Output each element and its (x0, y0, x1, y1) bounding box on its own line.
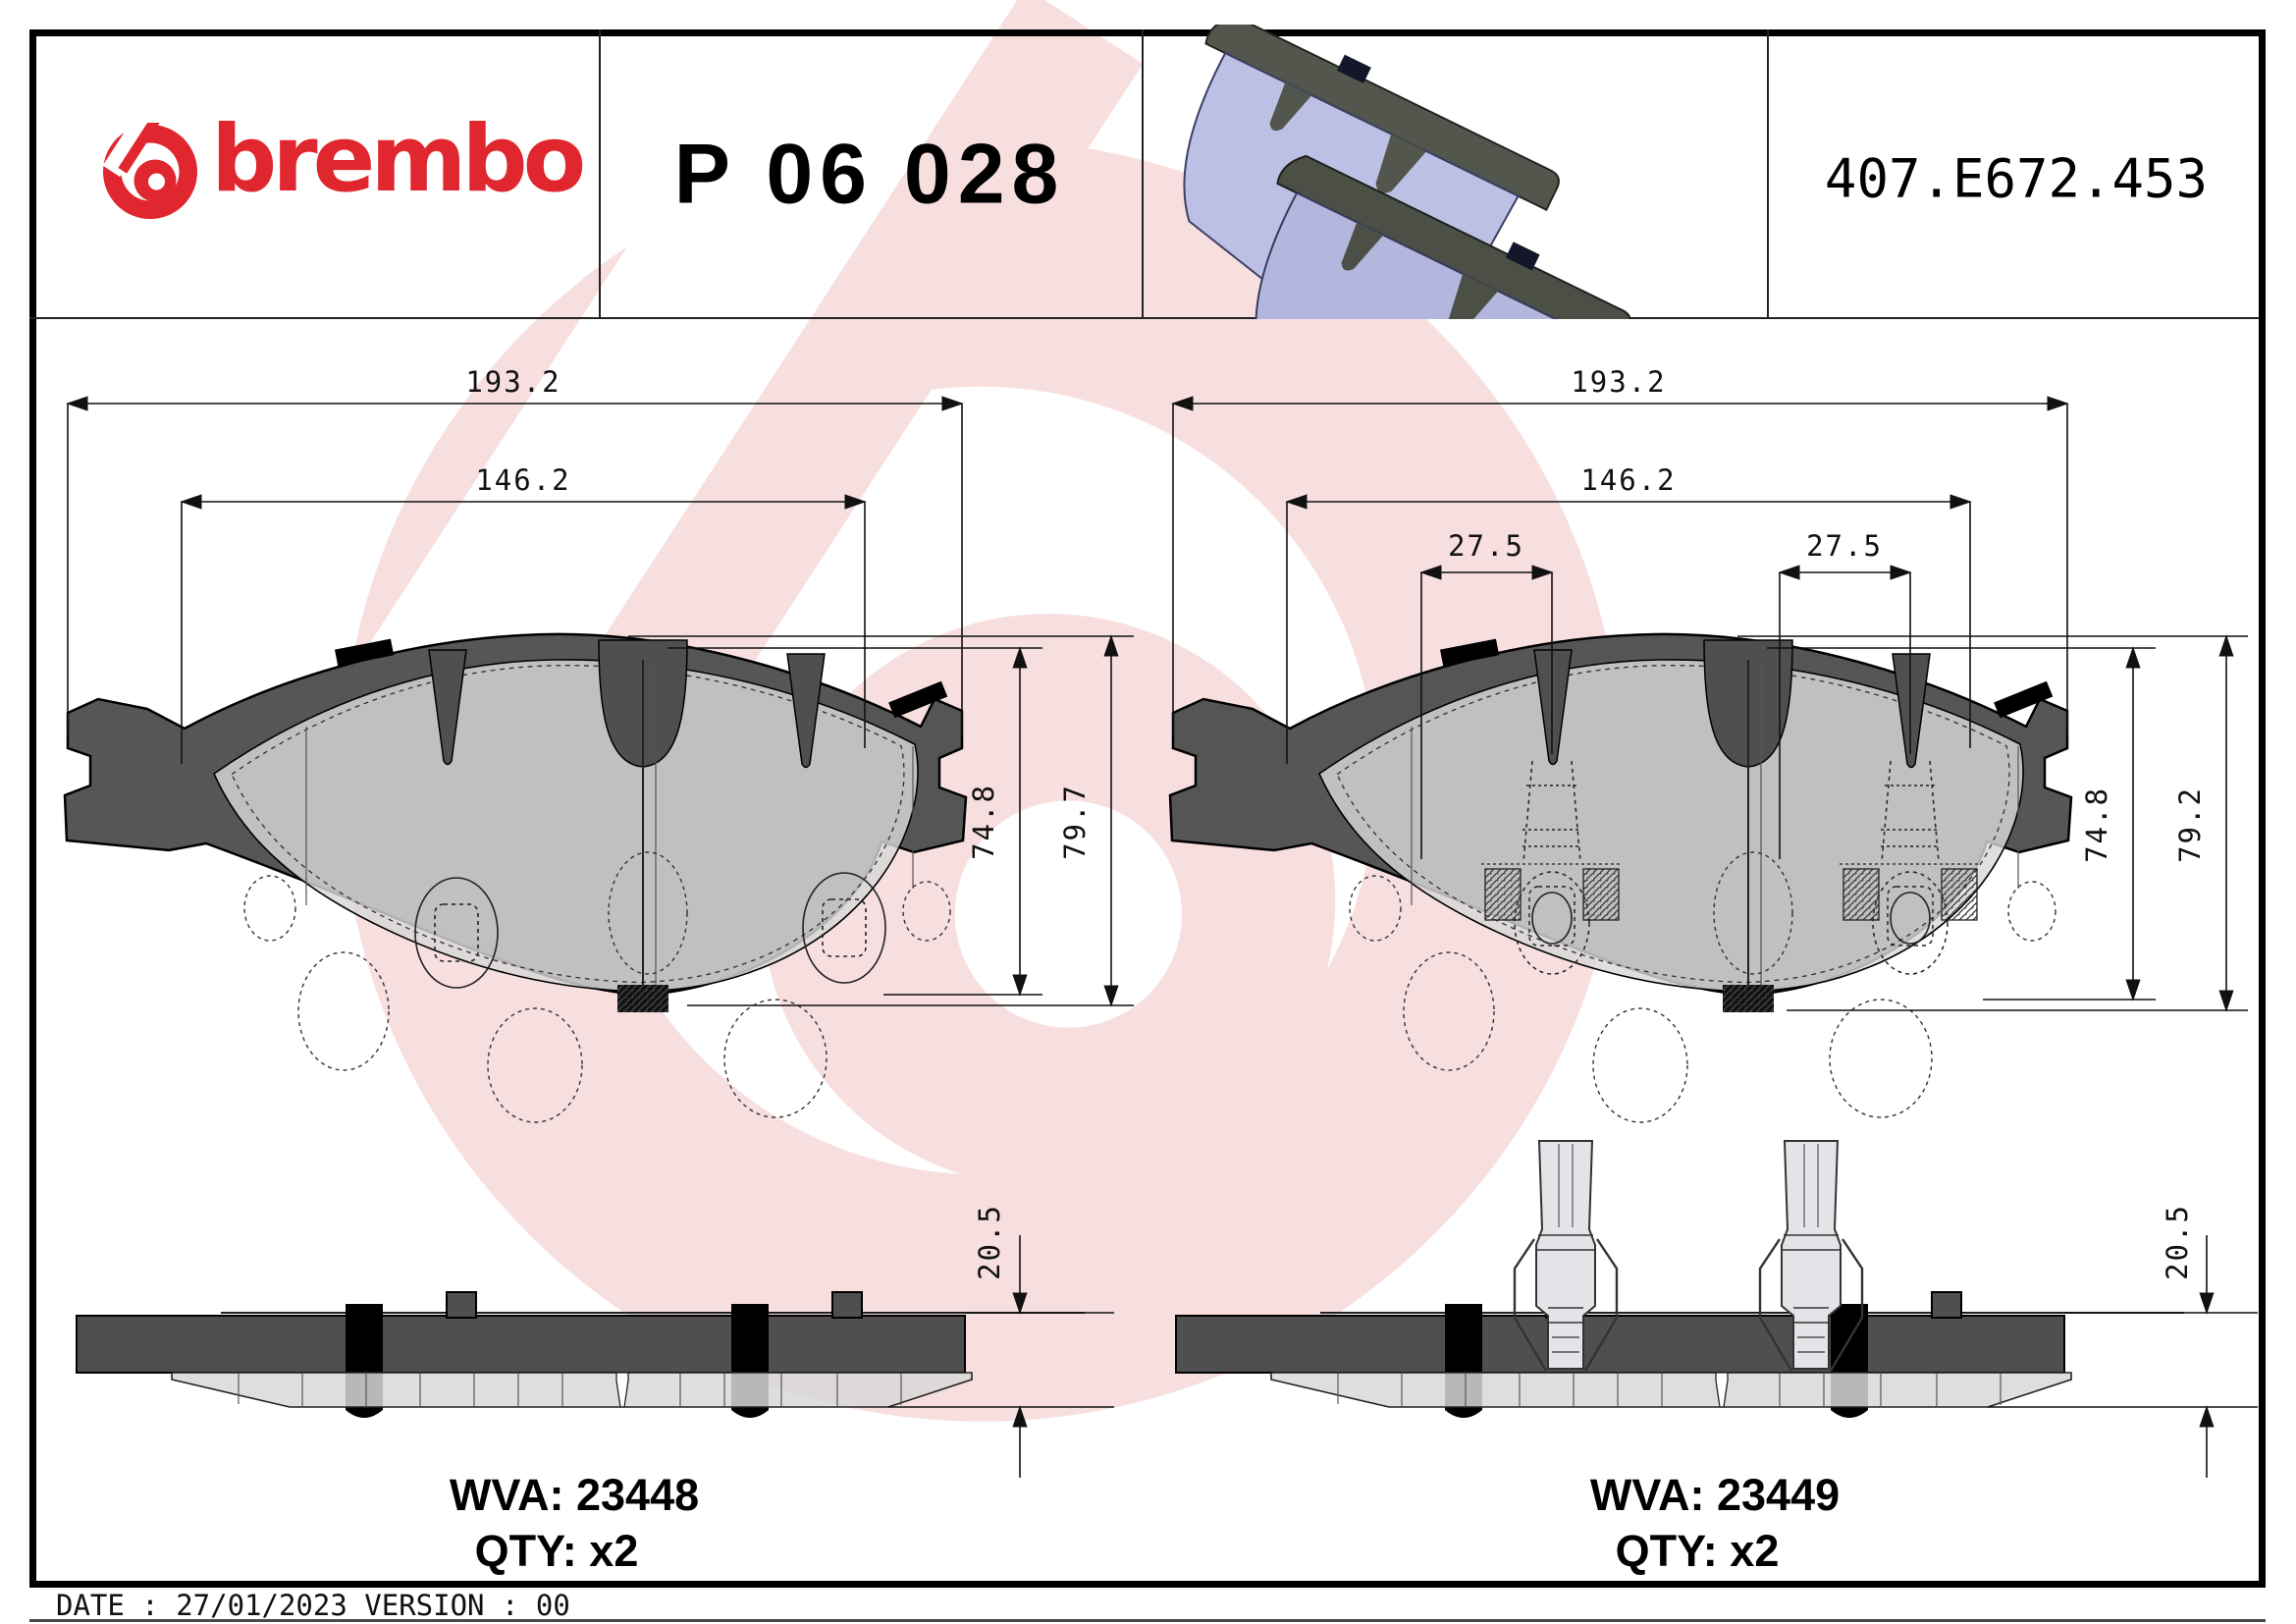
right-wva: WVA: 23449 (1590, 1470, 1840, 1521)
left-wva-label: WVA: (449, 1470, 564, 1520)
dim-left-thickness: 20.5 (973, 1204, 1006, 1280)
left-qty-value: x2 (589, 1526, 639, 1576)
right-qty-label: QTY: (1615, 1526, 1718, 1576)
footer-rule (29, 1619, 2266, 1622)
left-qty-label: QTY: (474, 1526, 577, 1576)
dim-left-height-pad: 74.8 (967, 784, 1000, 860)
dim-right-thickness: 20.5 (2161, 1204, 2194, 1280)
part-number: P 06 028 (673, 127, 1066, 222)
dim-right-width-inner: 146.2 (1580, 463, 1677, 497)
right-wva-value: 23449 (1717, 1470, 1841, 1520)
left-wva-value: 23448 (576, 1470, 700, 1520)
dim-right-sensor-offset-2: 27.5 (1806, 529, 1883, 563)
left-wva: WVA: 23448 (450, 1470, 699, 1521)
dim-right-height-pad: 74.8 (2080, 786, 2113, 863)
brake-pads-3d-render (1183, 25, 1631, 319)
dim-right-width-total: 193.2 (1571, 365, 1667, 399)
dim-right-sensor-offset-1: 27.5 (1448, 529, 1524, 563)
left-dimensions (66, 396, 1134, 1007)
right-dimensions (1171, 396, 2248, 1012)
header-divider-bottom (29, 317, 2259, 319)
reference-code: 407.E672.453 (1824, 147, 2209, 210)
dim-left-height-total: 79.7 (1058, 784, 1092, 860)
header-divider-3 (1767, 29, 1769, 317)
dim-left-width-total: 193.2 (465, 365, 561, 399)
header-divider-2 (1142, 29, 1144, 317)
right-qty: QTY: x2 (1616, 1526, 1780, 1577)
side-dimensions (888, 1235, 2258, 1478)
right-qty-value: x2 (1730, 1526, 1780, 1576)
right-wva-label: WVA: (1589, 1470, 1705, 1520)
brand-logotype: brembo (211, 106, 586, 213)
dim-right-height-total: 79.2 (2173, 786, 2207, 863)
sheet-border (29, 29, 2266, 1588)
header-divider-1 (599, 29, 601, 317)
brembo-logo-icon (102, 123, 197, 219)
dim-left-width-inner: 146.2 (475, 463, 571, 497)
footer-date-version: DATE : 27/01/2023 VERSION : 00 (56, 1589, 570, 1622)
left-qty: QTY: x2 (475, 1526, 639, 1577)
